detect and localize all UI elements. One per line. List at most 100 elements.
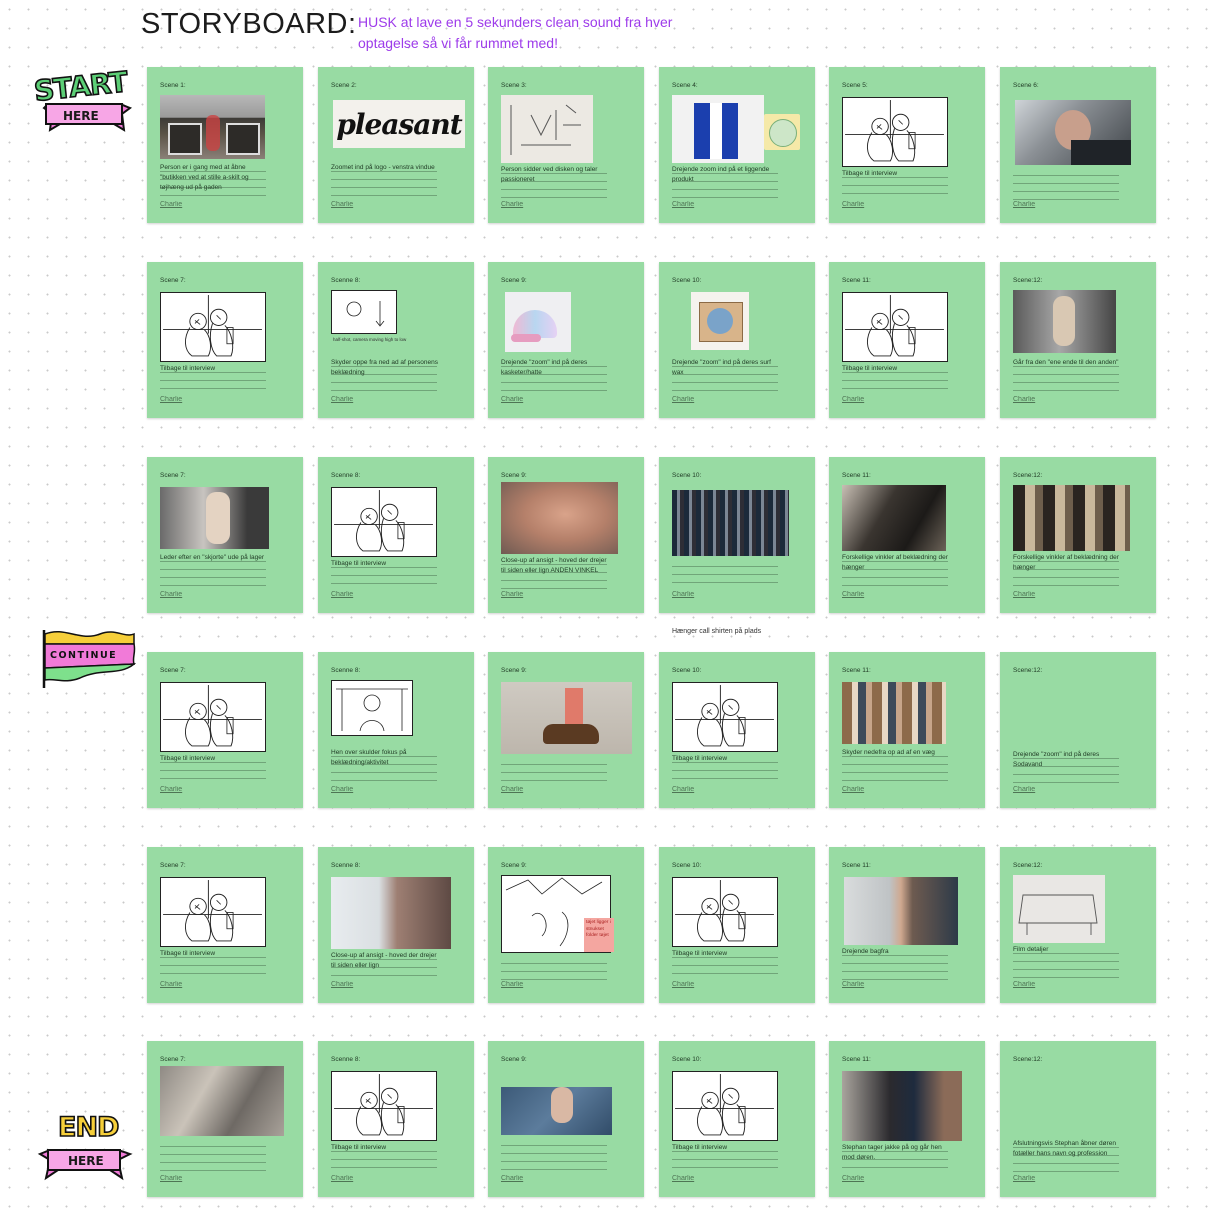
scene-card[interactable]: Scene 7: Charlie [147, 1041, 303, 1197]
sketch-shoulder-image[interactable] [331, 680, 413, 736]
photo-shopfront-image[interactable] [160, 95, 265, 159]
scene-card[interactable]: Scene 3:Person sidder ved disken og tale… [488, 67, 644, 223]
author-label: Charlie [331, 396, 354, 403]
scene-card[interactable]: Scene 6: Charlie [1000, 67, 1156, 223]
end-word: END [57, 1111, 120, 1144]
scene-card[interactable]: Scene 10: Tilbage til interviewCharlie [659, 652, 815, 808]
sketch-interview-image[interactable] [160, 877, 266, 947]
scene-card[interactable]: Scene 2:pleasantZoomet ind på logo - ven… [318, 67, 474, 223]
scene-card[interactable]: Scene 10: Tilbage til interviewCharlie [659, 1041, 815, 1197]
scene-card[interactable]: Scene 4: Drejende zoom ind på et liggend… [659, 67, 815, 223]
scene-card[interactable]: Scene:12:Går fra den "ene ende til den a… [1000, 262, 1156, 418]
writing-lines [672, 950, 778, 980]
scene-card[interactable]: Scene 5: Tilbage til interviewCharlie [829, 67, 985, 223]
scene-card[interactable]: Scenne 8:Close-up af ansigt - hoved der … [318, 847, 474, 1003]
scene-label: Scene 9: [501, 862, 527, 869]
scene-card[interactable]: Scene 7: Tilbage til interviewCharlie [147, 652, 303, 808]
writing-lines [160, 950, 266, 980]
photo-jacket2-image[interactable] [842, 1071, 962, 1141]
sketch-table-image[interactable] [1013, 875, 1105, 943]
scene-card[interactable]: Scene 9: Charlie [488, 1041, 644, 1197]
photo-shoe-image[interactable] [501, 682, 632, 754]
scene-card[interactable]: Scene 9:Close-up af ansigt - hoved der d… [488, 457, 644, 613]
writing-lines [1013, 359, 1119, 395]
scene-card[interactable]: Scene 11:Forskellige vinkler af beklædni… [829, 457, 985, 613]
scene-label: Scene 11: [842, 277, 871, 284]
sketch-interview-image[interactable] [331, 1071, 437, 1141]
sketch-interview-image[interactable] [842, 97, 948, 167]
author-label: Charlie [160, 396, 183, 403]
writing-lines [160, 755, 266, 785]
writing-lines [331, 749, 437, 785]
photo-profile-image[interactable] [331, 877, 451, 949]
scene-card[interactable]: Scene 9: tøjet ligger i stnukset folder t… [488, 847, 644, 1003]
scene-card[interactable]: Scene 1: Person er i gang med at åbne "b… [147, 67, 303, 223]
sketch-interview-image[interactable] [842, 292, 948, 362]
scene-card[interactable]: Scene 7:Leder efter en "skjorte" ude på … [147, 457, 303, 613]
sketch-interview-image[interactable] [672, 877, 778, 947]
scene-card[interactable]: Scene 10: Tilbage til interviewCharlie [659, 847, 815, 1003]
scene-card[interactable]: Scene 10:Drejende "zoom" ind på deres su… [659, 262, 815, 418]
scene-card[interactable]: Scene:12:Forskellige vinkler af beklædni… [1000, 457, 1156, 613]
author-label: Charlie [160, 201, 183, 208]
scene-card[interactable]: Scene 9: Charlie [488, 652, 644, 808]
sticky-note[interactable]: tøjet ligger i stnukset folder tøjet [584, 918, 614, 952]
author-label: Charlie [672, 786, 695, 793]
photo-man-image[interactable] [1015, 100, 1131, 165]
scene-card[interactable]: Scene 11: Tilbage til interviewCharlie [829, 262, 985, 418]
scene-card[interactable]: Scenne 8: half-shot, camera moving high t… [318, 262, 474, 418]
photo-rack-image[interactable] [672, 490, 789, 556]
scene-card[interactable]: Scene 7: Tilbage til interviewCharlie [147, 847, 303, 1003]
continue-sticker[interactable]: CONTINUE [40, 628, 138, 690]
logo-pleasant-image[interactable]: pleasant [333, 100, 465, 148]
writing-lines [842, 948, 948, 980]
photo-shirt-image[interactable] [672, 95, 764, 163]
scene-card[interactable]: Scene:12:Drejende "zoom" ind på deres So… [1000, 652, 1156, 808]
sketch-interview-image[interactable] [672, 682, 778, 752]
sketch-interview-image[interactable] [672, 1071, 778, 1141]
scene-label: Scene 7: [160, 277, 186, 284]
scene-card[interactable]: Scene:12:Afslutningsvis Stephan åbner dø… [1000, 1041, 1156, 1197]
scene-card[interactable]: Scene 9:Drejende "zoom" ind på deres kas… [488, 262, 644, 418]
photo-cap-image[interactable] [505, 292, 571, 352]
start-here-sticker[interactable]: START HERE [30, 64, 135, 142]
sketch-interview-image[interactable] [160, 292, 266, 362]
author-label: Charlie [1013, 201, 1036, 208]
scene-card[interactable]: Scene 7: Tilbage til interviewCharlie [147, 262, 303, 418]
photo-face-image[interactable] [501, 482, 618, 554]
scene-label: Scene 1: [160, 82, 186, 89]
scene-card[interactable]: Scene:12:Film detaljerCharlie [1000, 847, 1156, 1003]
photo-wax-image[interactable] [691, 292, 749, 350]
scene-card[interactable]: Scenne 8: Tilbage til interviewCharlie [318, 1041, 474, 1197]
end-here-sticker[interactable]: END HERE [34, 1111, 134, 1184]
author-label: Charlie [331, 591, 354, 598]
writing-lines [842, 554, 948, 590]
reminder-note[interactable]: HUSK at lave en 5 sekunders clean sound … [358, 14, 673, 51]
photo-clothes-image[interactable] [1013, 485, 1130, 551]
photo-mannequin2-image[interactable] [160, 487, 269, 549]
writing-lines [160, 164, 266, 200]
photo-jacket-image[interactable] [842, 485, 946, 551]
photo-mannequin-image[interactable] [1013, 290, 1116, 353]
scene-card[interactable]: Scene 11:Stephan tager jakke på og går h… [829, 1041, 985, 1197]
scene-card[interactable]: Scene 11:Drejende bagfraCharlie [829, 847, 985, 1003]
writing-lines [1013, 1140, 1119, 1174]
sketch-interview-image[interactable] [160, 682, 266, 752]
writing-lines [1013, 946, 1119, 980]
scene-label: Scenne 8: [331, 667, 361, 674]
author-label: Charlie [331, 1175, 354, 1182]
photo-jeans-image[interactable] [501, 1073, 612, 1135]
photo-wall-image[interactable] [842, 682, 946, 744]
sketch-desk-image[interactable] [501, 95, 593, 163]
photo-back-image[interactable] [844, 877, 958, 945]
sketch-interview-image[interactable] [331, 487, 437, 557]
photo-fabric-image[interactable] [160, 1066, 284, 1136]
writing-lines [501, 166, 607, 200]
sketch-down-image[interactable] [331, 290, 397, 334]
scene-card[interactable]: Scenne 8:Hen over skulder fokus på beklæ… [318, 652, 474, 808]
scene-card[interactable]: Scene 11:Skyder nedefra op ad af en vægC… [829, 652, 985, 808]
between-rows-note[interactable]: Hænger call shirten på plads [672, 628, 762, 635]
scene-card[interactable]: Scene 10: Charlie [659, 457, 815, 613]
scene-card[interactable]: Scenne 8: Tilbage til interviewCharlie [318, 457, 474, 613]
author-label: Charlie [331, 981, 354, 988]
